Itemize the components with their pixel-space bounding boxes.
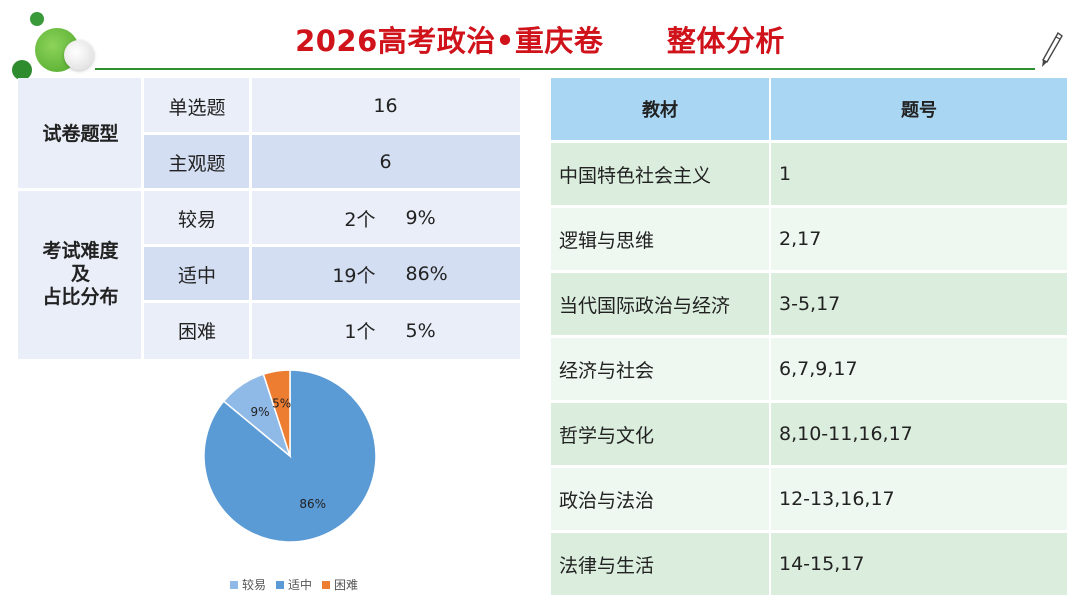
header-question-numbers: 题号	[771, 78, 1067, 140]
row-name: 单选题	[168, 96, 226, 119]
summary-table: 试卷题型 单选题 16 主观题 6 考试难度 及 占比分布 较易 2个 9% 适…	[18, 78, 520, 359]
row-value: 2个 9%	[344, 207, 436, 231]
divider	[143, 300, 520, 303]
divider	[769, 78, 771, 598]
pie-slice-2	[262, 369, 291, 457]
pencil-icon	[1042, 31, 1063, 67]
row-value: 1个 5%	[344, 319, 436, 344]
textbook-name: 当代国际政治与经济	[551, 273, 769, 335]
row-name: 较易	[177, 208, 216, 231]
question-numbers: 14-15,17	[771, 533, 1067, 595]
textbook-name: 中国特色社会主义	[551, 143, 769, 205]
textbook-name: 法律与生活	[551, 533, 769, 595]
row-value: 16	[373, 95, 398, 117]
pie-legend: 较易 适中 困难	[230, 576, 358, 593]
title-sub: 整体分析	[666, 24, 785, 58]
decor-white-circle	[64, 40, 94, 70]
label-paper-type: 试卷题型	[42, 122, 119, 145]
legend-item: 较易	[230, 576, 266, 593]
question-numbers: 6,7,9,17	[771, 338, 1067, 400]
divider	[141, 78, 144, 359]
row-name: 困难	[177, 321, 216, 343]
pie-label-1: 86%	[299, 497, 326, 511]
row-value: 6	[251, 134, 520, 190]
row-name: 主观题	[143, 134, 251, 190]
header-textbook: 教材	[551, 78, 769, 140]
textbook-name: 哲学与文化	[551, 403, 769, 465]
question-numbers: 3-5,17	[771, 273, 1067, 335]
legend-item: 适中	[276, 576, 312, 593]
textbook-table: 教材 题号 中国特色社会主义 1 逻辑与思维 2,17 当代国际政治与经济 3-5,17 经…	[551, 78, 1067, 598]
textbook-name: 经济与社会	[551, 338, 769, 400]
decor-dot-small	[12, 60, 32, 80]
difficulty-pie-chart: 86% 9%5%	[203, 369, 377, 543]
question-numbers: 1	[771, 143, 1067, 205]
label-difficulty: 考试难度 及 占比分布	[42, 240, 119, 308]
question-numbers: 8,10-11,16,17	[771, 403, 1067, 465]
title-main: 2026高考政治•重庆卷	[295, 24, 604, 58]
question-numbers: 12-13,16,17	[771, 468, 1067, 530]
divider	[249, 78, 252, 359]
legend-item: 困难	[322, 576, 358, 593]
row-value: 19个 86%	[251, 246, 520, 302]
page-title: 2026高考政治•重庆卷 整体分析	[0, 18, 1080, 60]
pie-slice-1	[203, 369, 377, 543]
divider	[143, 244, 520, 247]
divider	[143, 132, 520, 135]
divider	[18, 188, 520, 191]
row-name: 适中	[143, 246, 251, 302]
textbook-name: 逻辑与思维	[551, 208, 769, 270]
title-underline	[95, 68, 1035, 70]
pie-label-2: 5%	[272, 396, 291, 410]
textbook-name: 政治与法治	[551, 468, 769, 530]
question-numbers: 2,17	[771, 208, 1067, 270]
pie-label-0: 9%	[251, 405, 270, 419]
decor-dot	[30, 12, 44, 26]
